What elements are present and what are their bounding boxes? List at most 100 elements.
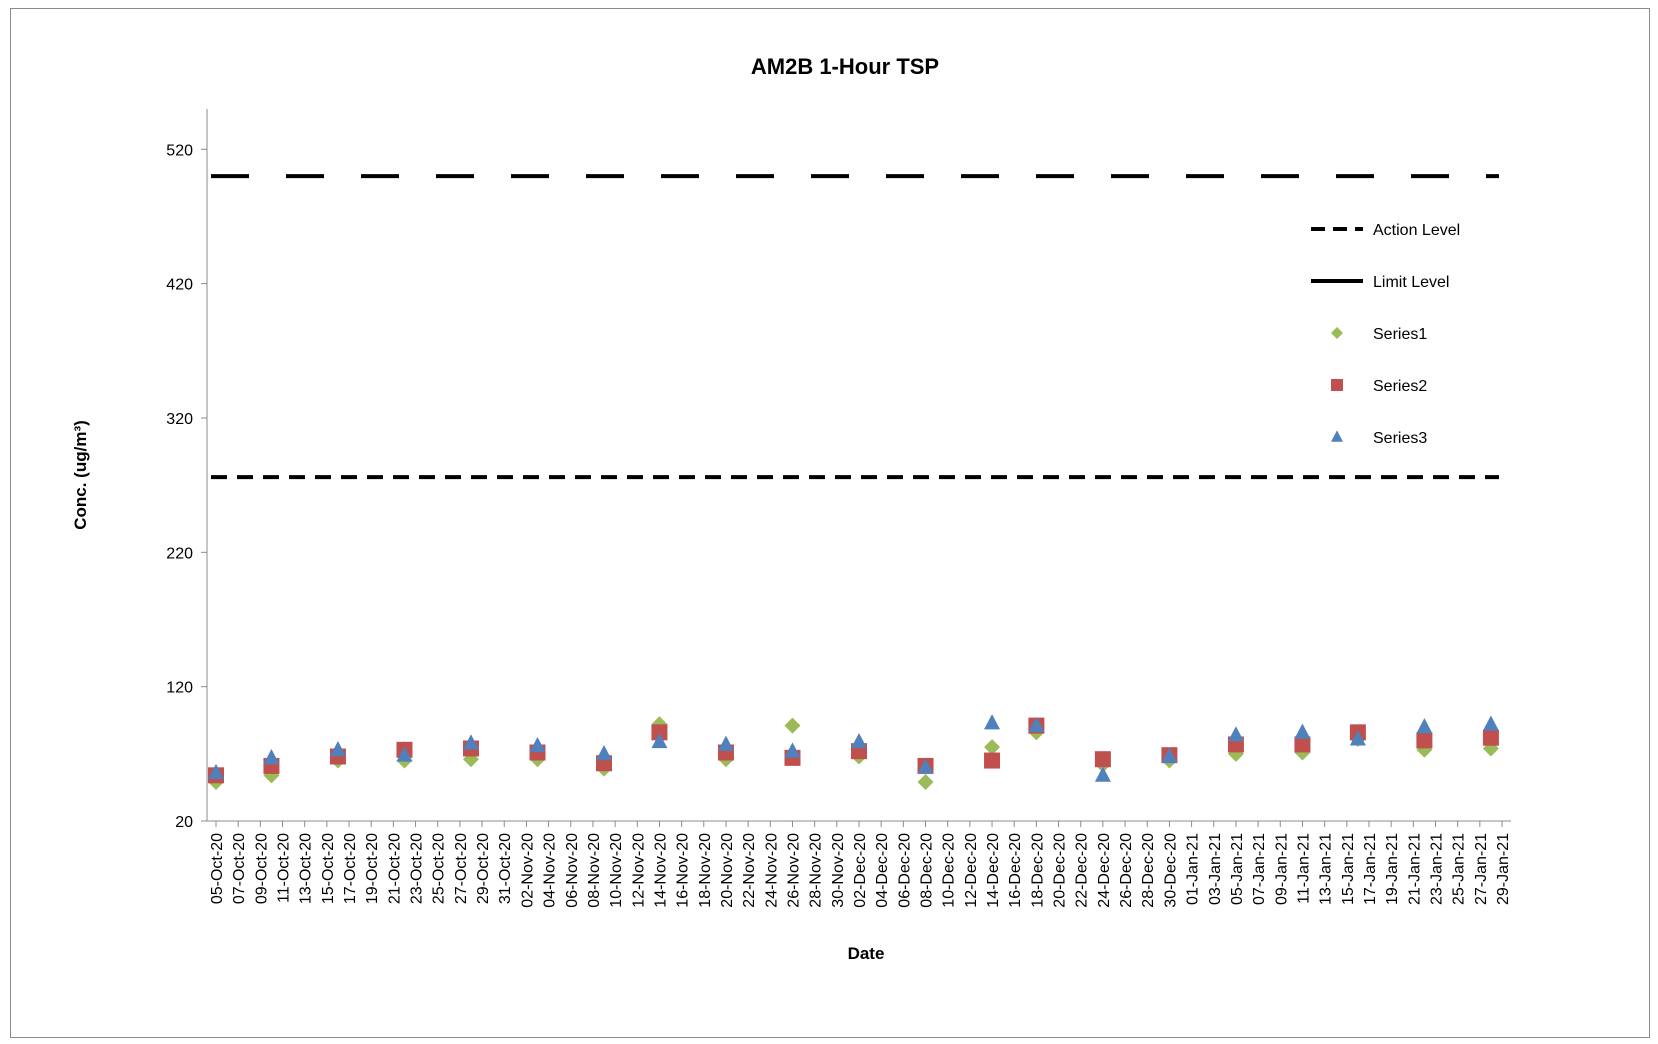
x-tick-label: 08-Nov-20 xyxy=(586,833,603,908)
x-tick-label: 26-Dec-20 xyxy=(1118,833,1135,908)
x-tick-label: 12-Nov-20 xyxy=(630,833,647,908)
series2-point xyxy=(1294,736,1310,752)
x-tick-label: 04-Dec-20 xyxy=(874,833,891,908)
x-tick-label: 24-Nov-20 xyxy=(763,833,780,908)
x-tick-label: 07-Oct-20 xyxy=(231,833,248,904)
x-tick-label: 05-Oct-20 xyxy=(209,833,226,904)
x-tick-label: 06-Nov-20 xyxy=(564,833,581,908)
x-tick-label: 07-Jan-21 xyxy=(1251,833,1268,905)
series1-point xyxy=(784,718,800,734)
x-tick-label: 25-Oct-20 xyxy=(431,833,448,904)
x-tick-label: 24-Dec-20 xyxy=(1096,833,1113,908)
x-tick-label: 14-Dec-20 xyxy=(985,833,1002,908)
chart: AM2B 1-Hour TSP Conc. (ug/m³) Date 20 120… xyxy=(11,9,1651,1039)
series3-point xyxy=(1228,726,1244,741)
x-tick-label: 30-Dec-20 xyxy=(1162,833,1179,908)
x-axis-ticks: 05-Oct-20 07-Oct-20 09-Oct-20 11-Oct-20 13-O… xyxy=(209,821,1512,908)
x-tick-label: 20-Nov-20 xyxy=(719,833,736,908)
x-tick-label: 10-Nov-20 xyxy=(608,833,625,908)
y-tick-label: 420 xyxy=(166,277,193,294)
x-tick-label: 15-Oct-20 xyxy=(320,833,337,904)
x-tick-label: 12-Dec-20 xyxy=(963,833,980,908)
x-tick-label: 19-Oct-20 xyxy=(364,833,381,904)
series3-point xyxy=(263,749,279,764)
x-tick-label: 03-Jan-21 xyxy=(1207,833,1224,905)
axes xyxy=(207,109,1511,821)
series3-point xyxy=(718,736,734,751)
series2-point xyxy=(984,753,1000,769)
y-axis-title: Conc. (ug/m³) xyxy=(71,420,90,530)
x-tick-label: 27-Jan-21 xyxy=(1473,833,1490,905)
series3-point xyxy=(1483,715,1499,730)
y-axis-ticks: 20 120 220 320 420 520 xyxy=(166,142,207,831)
legend-label: Limit Level xyxy=(1373,274,1449,291)
x-tick-label: 01-Jan-21 xyxy=(1185,833,1202,905)
x-tick-label: 16-Nov-20 xyxy=(675,833,692,908)
legend-swatch-series2 xyxy=(1331,379,1343,391)
x-tick-label: 21-Jan-21 xyxy=(1406,833,1423,905)
series3-point xyxy=(1416,718,1432,733)
series1-point xyxy=(918,774,934,790)
x-tick-label: 09-Jan-21 xyxy=(1273,833,1290,905)
legend-swatch-series1 xyxy=(1331,327,1343,339)
x-tick-label: 20-Dec-20 xyxy=(1052,833,1069,908)
x-tick-label: 19-Jan-21 xyxy=(1384,833,1401,905)
x-tick-label: 17-Jan-21 xyxy=(1362,833,1379,905)
x-tick-label: 27-Oct-20 xyxy=(453,833,470,904)
series2-point xyxy=(1095,751,1111,767)
x-tick-label: 17-Oct-20 xyxy=(342,833,359,904)
x-tick-label: 28-Nov-20 xyxy=(808,833,825,908)
x-tick-label: 22-Dec-20 xyxy=(1074,833,1091,908)
series3-point xyxy=(984,714,1000,729)
x-tick-label: 16-Dec-20 xyxy=(1007,833,1024,908)
x-axis-title: Date xyxy=(848,944,885,963)
y-tick-label: 20 xyxy=(175,814,193,831)
x-tick-label: 02-Nov-20 xyxy=(519,833,536,908)
series3-point xyxy=(1095,767,1111,782)
chart-frame: AM2B 1-Hour TSP Conc. (ug/m³) Date 20 120… xyxy=(10,8,1650,1038)
x-tick-label: 29-Oct-20 xyxy=(475,833,492,904)
series2-point xyxy=(1483,730,1499,746)
x-tick-label: 25-Jan-21 xyxy=(1451,833,1468,905)
legend-label: Action Level xyxy=(1373,222,1460,239)
x-tick-label: 14-Nov-20 xyxy=(652,833,669,908)
legend-swatch-series3 xyxy=(1331,430,1343,441)
x-tick-label: 29-Jan-21 xyxy=(1495,833,1512,905)
y-tick-label: 520 xyxy=(166,142,193,159)
y-tick-label: 320 xyxy=(166,411,193,428)
x-tick-label: 11-Jan-21 xyxy=(1295,833,1312,904)
series2-points xyxy=(208,718,1499,784)
x-tick-label: 11-Oct-20 xyxy=(276,833,293,903)
legend-label: Series2 xyxy=(1373,378,1427,395)
x-tick-label: 10-Dec-20 xyxy=(941,833,958,908)
x-tick-label: 23-Jan-21 xyxy=(1428,833,1445,905)
x-tick-label: 26-Nov-20 xyxy=(785,833,802,908)
x-tick-label: 28-Dec-20 xyxy=(1140,833,1157,908)
series3-point xyxy=(596,745,612,760)
x-tick-label: 30-Nov-20 xyxy=(830,833,847,908)
series3-point xyxy=(1294,724,1310,739)
reference-lines xyxy=(211,176,1499,477)
x-tick-label: 09-Oct-20 xyxy=(253,833,270,904)
legend-label: Series3 xyxy=(1373,430,1427,447)
y-tick-label: 220 xyxy=(166,545,193,562)
x-tick-label: 13-Jan-21 xyxy=(1318,833,1335,905)
x-tick-label: 04-Nov-20 xyxy=(542,833,559,908)
data-points xyxy=(208,714,1499,790)
chart-title: AM2B 1-Hour TSP xyxy=(751,54,939,79)
x-tick-label: 18-Dec-20 xyxy=(1029,833,1046,908)
legend: Action Level Limit Level Series1 Series2 Ser… xyxy=(1311,222,1460,447)
series2-point xyxy=(1416,732,1432,748)
x-tick-label: 31-Oct-20 xyxy=(497,833,514,904)
x-tick-label: 05-Jan-21 xyxy=(1229,833,1246,905)
y-tick-label: 120 xyxy=(166,680,193,697)
x-tick-label: 02-Dec-20 xyxy=(852,833,869,908)
x-tick-label: 18-Nov-20 xyxy=(697,833,714,908)
x-tick-label: 15-Jan-21 xyxy=(1340,833,1357,905)
x-tick-label: 23-Oct-20 xyxy=(409,833,426,904)
x-tick-label: 13-Oct-20 xyxy=(298,833,315,904)
legend-label: Series1 xyxy=(1373,326,1427,343)
x-tick-label: 08-Dec-20 xyxy=(919,833,936,908)
x-tick-label: 21-Oct-20 xyxy=(386,833,403,904)
x-tick-label: 06-Dec-20 xyxy=(896,833,913,908)
